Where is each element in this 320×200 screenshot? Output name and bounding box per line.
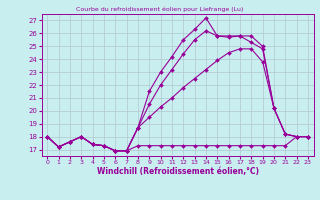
Text: Courbe du refroidissement éolien pour Liefrange (Lu): Courbe du refroidissement éolien pour Li… — [76, 6, 244, 11]
X-axis label: Windchill (Refroidissement éolien,°C): Windchill (Refroidissement éolien,°C) — [97, 167, 259, 176]
